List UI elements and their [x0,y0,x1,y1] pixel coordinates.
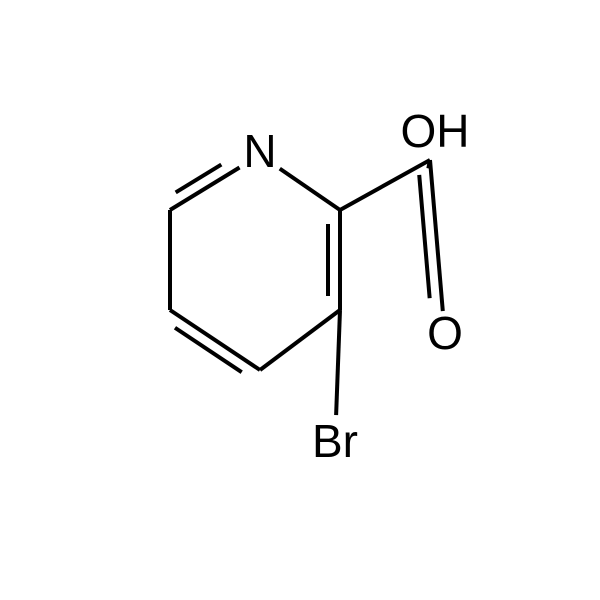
bond [340,160,430,210]
molecule-diagram: N O OH Br [0,0,600,600]
atom-label-O1: O [427,307,463,359]
bond [336,310,340,415]
atom-label-N: N [243,125,276,177]
bond [280,169,340,210]
bond [260,310,340,370]
bond [428,160,430,168]
bond [176,165,222,193]
atom-label-Br: Br [312,415,358,467]
bond [170,310,260,370]
bond [419,175,429,298]
bond [430,160,443,311]
atom-label-O2: OH [401,105,470,157]
